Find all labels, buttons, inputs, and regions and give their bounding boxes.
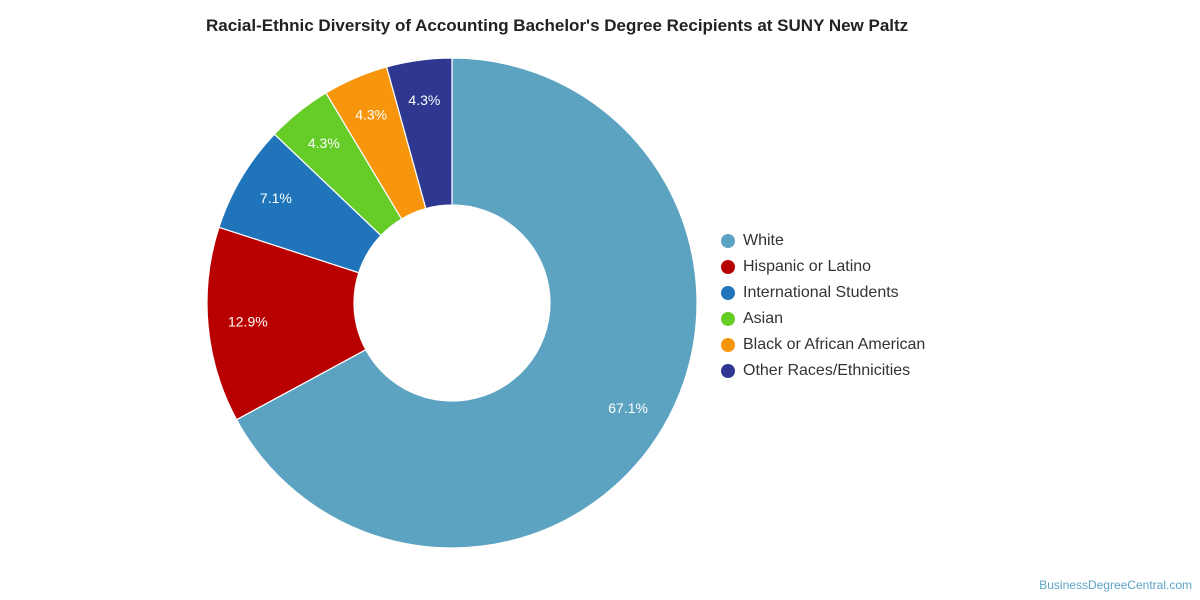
legend-label: Black or African American xyxy=(743,336,926,353)
legend-label: Asian xyxy=(743,310,784,327)
legend-item-asian[interactable]: Asian xyxy=(721,306,925,332)
legend-item-black-or-african-american[interactable]: Black or African American xyxy=(721,332,925,358)
legend-item-hispanic-or-latino[interactable]: Hispanic or Latino xyxy=(721,254,925,280)
slice-white[interactable] xyxy=(235,57,698,549)
slice-hispanic-or-latino[interactable] xyxy=(206,226,367,421)
legend-item-other-races-ethnicities[interactable]: Other Races/Ethnicities xyxy=(721,358,925,384)
legend-label: Hispanic or Latino xyxy=(743,258,872,275)
legend-swatch xyxy=(721,338,735,352)
watermark[interactable]: BusinessDegreeCentral.com xyxy=(1039,578,1192,592)
legend-label: Other Races/Ethnicities xyxy=(743,362,911,379)
legend-swatch xyxy=(721,364,735,378)
data-label-international-students: 7.1% xyxy=(260,190,292,206)
legend-swatch xyxy=(721,286,735,300)
legend-swatch xyxy=(721,260,735,274)
legend-swatch xyxy=(721,312,735,326)
data-label-black-or-african-american: 4.3% xyxy=(355,107,387,123)
labels-group: 67.1% 12.9% 7.1% 4.3% 4.3% 4.3% xyxy=(228,92,648,416)
slice-other-races-ethnicities[interactable] xyxy=(385,57,453,210)
data-label-asian: 4.3% xyxy=(308,135,340,151)
slices-group xyxy=(206,57,698,549)
legend-label: White xyxy=(743,232,784,249)
legend-item-white[interactable]: White xyxy=(721,228,925,254)
legend-swatch xyxy=(721,234,735,248)
data-label-white: 67.1% xyxy=(608,400,648,416)
data-label-hispanic-or-latino: 12.9% xyxy=(228,314,268,330)
data-label-other-races-ethnicities: 4.3% xyxy=(408,92,440,108)
legend-label: International Students xyxy=(743,284,899,301)
chart-title: Racial-Ethnic Diversity of Accounting Ba… xyxy=(206,16,909,35)
legend-item-international-students[interactable]: International Students xyxy=(721,280,925,306)
legend: White Hispanic or Latino International Stu… xyxy=(721,228,925,384)
